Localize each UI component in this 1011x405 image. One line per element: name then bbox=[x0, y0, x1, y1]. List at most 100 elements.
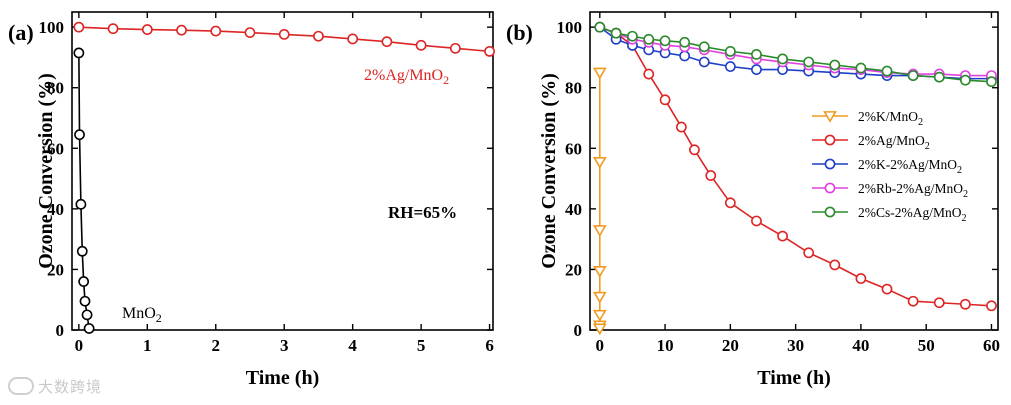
data-point bbox=[659, 94, 671, 106]
data-point bbox=[751, 49, 762, 60]
data-point bbox=[698, 41, 710, 53]
data-point bbox=[679, 36, 691, 48]
data-point bbox=[78, 276, 90, 287]
data-point bbox=[73, 21, 85, 33]
data-point bbox=[698, 56, 710, 68]
data-point bbox=[829, 259, 841, 271]
x-tick-label: 6 bbox=[485, 336, 494, 355]
panel-label: (a) bbox=[8, 20, 34, 45]
series-line bbox=[599, 26, 992, 80]
watermark-text: 大数跨境 bbox=[38, 378, 103, 396]
data-point bbox=[777, 53, 788, 65]
x-tick-label: 30 bbox=[787, 336, 804, 355]
data-point bbox=[986, 300, 997, 312]
data-point bbox=[689, 144, 700, 156]
data-point bbox=[244, 27, 256, 38]
y-axis-title: Ozone Conversion (%) bbox=[35, 73, 57, 269]
y-tick-label: 20 bbox=[47, 260, 64, 279]
legend-marker bbox=[823, 111, 837, 123]
data-point bbox=[829, 59, 841, 71]
data-point bbox=[659, 35, 671, 47]
data-point bbox=[381, 36, 393, 48]
data-point bbox=[592, 156, 607, 169]
data-point bbox=[724, 45, 736, 57]
data-point bbox=[107, 23, 119, 35]
data-point bbox=[959, 298, 971, 310]
y-axis: 0 20 40 60 80 100 bbox=[557, 18, 998, 340]
legend-label: 2%Cs-2%Ag/MnO2 bbox=[858, 205, 967, 224]
data-point bbox=[592, 67, 607, 80]
data-point bbox=[592, 309, 607, 322]
legend: 2%K/MnO2 2%Ag/MnO2 2%K-2%Ag/MnO2 2%Rb-2%Ag/… bbox=[812, 109, 968, 224]
x-tick-label: 4 bbox=[348, 336, 357, 355]
data-point bbox=[986, 76, 997, 88]
data-point bbox=[907, 70, 919, 81]
plot-frame bbox=[589, 11, 999, 331]
data-point bbox=[881, 283, 893, 295]
x-tick-label: 50 bbox=[918, 336, 935, 355]
data-point bbox=[627, 30, 638, 42]
y-axis-title: Ozone Conversion (%) bbox=[538, 73, 560, 269]
legend-marker bbox=[824, 134, 836, 146]
annotation-mn: MnO2 bbox=[122, 305, 162, 325]
data-point bbox=[907, 295, 919, 307]
data-point bbox=[855, 62, 867, 74]
watermark-logo-icon bbox=[8, 377, 34, 395]
data-point bbox=[724, 197, 736, 209]
legend-label: 2%K/MnO2 bbox=[858, 109, 923, 128]
data-point bbox=[679, 50, 691, 62]
x-tick-label: 60 bbox=[983, 336, 1000, 355]
data-point bbox=[592, 323, 607, 336]
legend-label: 2%Ag/MnO2 bbox=[858, 133, 930, 152]
series-2-cs-2-ag-mno2 bbox=[594, 21, 997, 88]
x-tick-label: 3 bbox=[280, 336, 289, 355]
data-point bbox=[643, 33, 655, 45]
y-tick-label: 80 bbox=[565, 79, 582, 98]
data-point bbox=[74, 129, 85, 141]
plot-frame bbox=[71, 11, 494, 331]
data-point bbox=[803, 247, 815, 259]
series-2-k-mno2 bbox=[592, 67, 607, 336]
x-tick-label: 20 bbox=[722, 336, 739, 355]
data-point bbox=[751, 64, 762, 75]
y-tick-label: 100 bbox=[557, 18, 583, 37]
legend-marker bbox=[824, 182, 836, 194]
data-point bbox=[210, 25, 222, 37]
data-point bbox=[592, 266, 607, 278]
panel-label: (b) bbox=[506, 20, 533, 45]
x-axis-title: Time (h) bbox=[757, 367, 831, 389]
data-point bbox=[855, 273, 867, 284]
data-point bbox=[141, 24, 153, 35]
y-tick-label: 20 bbox=[565, 260, 582, 279]
watermark: 大数跨境 bbox=[8, 376, 102, 397]
legend-marker bbox=[824, 158, 836, 170]
legend-label: 2%Rb-2%Ag/MnO2 bbox=[858, 181, 968, 200]
annotation-rh: RH=65% bbox=[388, 203, 457, 222]
data-point bbox=[484, 45, 495, 57]
y-tick-label: 100 bbox=[39, 18, 65, 37]
data-point bbox=[347, 33, 359, 45]
x-axis: 0 10 20 30 40 50 60 bbox=[596, 12, 1000, 355]
data-point bbox=[83, 323, 95, 334]
data-point bbox=[610, 27, 622, 39]
series-line bbox=[78, 52, 90, 329]
x-tick-label: 2 bbox=[212, 336, 221, 355]
y-tick-label: 80 bbox=[47, 79, 64, 98]
x-tick-label: 10 bbox=[657, 336, 674, 355]
x-tick-label: 0 bbox=[596, 336, 605, 355]
x-axis: 0 1 2 3 4 5 6 bbox=[75, 12, 494, 355]
data-point bbox=[75, 198, 87, 210]
data-point bbox=[592, 291, 607, 304]
panel-b: 0 10 20 30 40 50 60 0 20 40 60 80 100 Time (h) Ozone C… bbox=[506, 11, 1000, 389]
legend-label: 2%K-2%Ag/MnO2 bbox=[858, 157, 962, 176]
data-point bbox=[313, 30, 324, 42]
y-axis: 0 20 40 60 80 100 bbox=[39, 18, 493, 340]
data-point bbox=[724, 61, 736, 72]
series-2-ag-mno2 bbox=[73, 21, 495, 57]
y-tick-label: 60 bbox=[565, 139, 582, 158]
y-tick-label: 40 bbox=[565, 200, 582, 219]
data-point bbox=[777, 230, 788, 242]
data-point bbox=[79, 295, 91, 307]
